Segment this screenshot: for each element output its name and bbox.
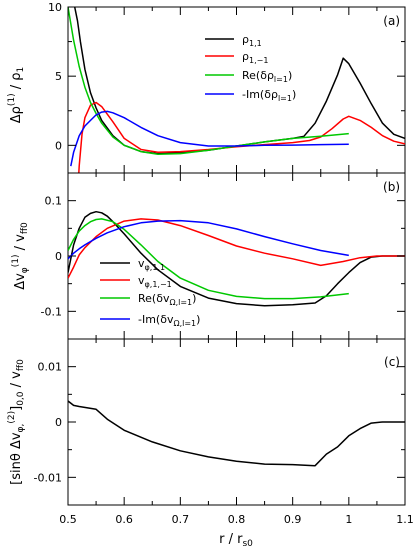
panel-a-legend: ρ1,1 ρ1,−1 Re(δρl=1) -Im(δρl=1)	[205, 33, 296, 103]
panel-b-legend: vφ,1,1 vφ,1,−1 Re(δvΩ,l=1) -Im(δvΩ,l=1)	[100, 257, 200, 328]
legend-a-label-1: ρ1,−1	[242, 50, 268, 65]
series-c-0	[68, 400, 405, 467]
xtick-label-3: 0.8	[228, 513, 246, 526]
panel-c-ticks: -0.01 0 0.01	[34, 339, 406, 505]
ytick-label-c-2: 0.01	[38, 361, 63, 374]
series-b-1	[68, 218, 405, 279]
legend-a-label-2: Re(δρl=1)	[242, 69, 292, 84]
panel-c-label: (c)	[384, 355, 400, 369]
panel-b-ticks: -0.1 0 0.1	[41, 173, 406, 339]
panel-a-ticks: 0 5 10	[48, 1, 406, 173]
series-a-3	[70, 110, 349, 167]
legend-b-label-0: vφ,1,1	[138, 257, 165, 272]
x-tick-labels: 0.5 0.6 0.7 0.8 0.9 1 1.1	[59, 513, 414, 526]
ytick-label-b-0: -0.1	[41, 305, 62, 318]
panel-c-curves	[68, 400, 405, 467]
panel-b-label: (b)	[383, 180, 400, 194]
panel-b-ylabel: Δvφ(1) / vff0	[11, 222, 30, 290]
legend-b-label-3: -Im(δvΩ,l=1)	[138, 313, 200, 328]
series-a-2	[68, 7, 349, 156]
panel-a: 0 5 10 (a) ρ1,1 ρ1,−1 Re(δρl=1) -Im(δρl=1)…	[7, 1, 406, 174]
ytick-label-a-2: 10	[48, 1, 62, 14]
panel-a-frame	[67, 6, 406, 174]
xtick-label-0: 0.5	[59, 513, 77, 526]
ytick-label-a-1: 5	[55, 70, 62, 83]
series-a-0	[73, 7, 405, 155]
panel-c: -0.01 0 0.01 (c) [sinθ Δvφ,(2)]0,0 / vff0	[7, 338, 406, 506]
panel-a-curves	[68, 7, 405, 173]
legend-a-label-3: -Im(δρl=1)	[242, 88, 296, 103]
panel-b-frame	[67, 172, 406, 340]
legend-a-label-0: ρ1,1	[242, 33, 262, 48]
xtick-label-4: 0.9	[284, 513, 302, 526]
series-b-2	[68, 218, 349, 300]
xtick-label-1: 0.6	[115, 513, 133, 526]
ytick-label-b-2: 0.1	[45, 195, 63, 208]
xtick-label-5: 1	[345, 513, 352, 526]
ytick-label-a-0: 0	[55, 139, 62, 152]
x-axis-label: r / rs0	[219, 532, 253, 549]
panel-b-curves	[68, 210, 405, 307]
ytick-label-c-1: 0	[55, 416, 62, 429]
panel-a-ylabel: Δρ(1) / ρ1	[7, 67, 26, 124]
ytick-label-b-1: 0	[55, 250, 62, 263]
panel-a-label: (a)	[383, 14, 400, 28]
legend-b-label-2: Re(δvΩ,l=1)	[138, 292, 196, 307]
xtick-label-6: 1.1	[396, 513, 414, 526]
series-b-3	[68, 219, 349, 260]
panel-c-ylabel: [sinθ Δvφ,(2)]0,0 / vff0	[7, 359, 26, 485]
series-b-0	[68, 210, 405, 307]
xtick-label-2: 0.7	[172, 513, 190, 526]
panel-b: -0.1 0 0.1 (b) vφ,1,1 vφ,1,−1 Re(δvΩ,l=1) …	[11, 172, 406, 340]
panel-c-frame	[67, 338, 406, 506]
ytick-label-c-0: -0.01	[34, 471, 62, 484]
